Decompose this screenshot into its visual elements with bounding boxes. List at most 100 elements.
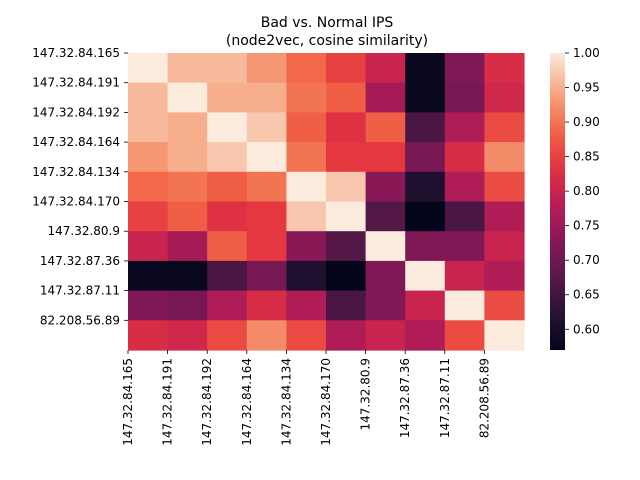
heatmap-cell bbox=[246, 231, 287, 262]
heatmap-cell bbox=[286, 53, 327, 84]
colorbar-tick-label: 0.80 bbox=[573, 184, 600, 198]
heatmap-cell bbox=[484, 171, 525, 203]
column-tick-label: 147.32.84.170 bbox=[319, 358, 333, 446]
row-tick-label: 147.32.84.191 bbox=[32, 76, 120, 90]
row-tick-label: 147.32.84.192 bbox=[32, 105, 120, 119]
chart-subtitle: (node2vec, cosine similarity) bbox=[226, 33, 428, 49]
heatmap-cell bbox=[484, 53, 525, 84]
heatmap-cell bbox=[326, 171, 367, 203]
heatmap-cell bbox=[365, 112, 406, 143]
colorbar-tick-label: 1.00 bbox=[573, 46, 600, 60]
heatmap-cell bbox=[405, 320, 446, 351]
heatmap-cell bbox=[405, 82, 446, 113]
heatmap-cell bbox=[484, 320, 525, 351]
heatmap-cell bbox=[365, 290, 406, 321]
chart-title: Bad vs. Normal IPS bbox=[261, 15, 394, 31]
heatmap-cell bbox=[326, 290, 367, 321]
heatmap-cell bbox=[326, 112, 367, 143]
heatmap-cell bbox=[246, 290, 287, 321]
colorbar: 0.60 0.65 0.70 0.75 0.80 0.85 0.90 0.95 1.00 bbox=[550, 46, 600, 350]
heatmap-cell bbox=[444, 231, 485, 262]
row-tick-label: 147.32.87.36 bbox=[40, 254, 120, 268]
heatmap-cell bbox=[444, 53, 485, 84]
heatmap-cell bbox=[246, 142, 287, 173]
column-tick-labels: 147.32.84.165 147.32.84.191 147.32.84.192 1… bbox=[121, 350, 491, 446]
heatmap-cell bbox=[365, 82, 406, 113]
heatmap-cell bbox=[405, 290, 446, 321]
heatmap-cell bbox=[405, 201, 446, 232]
heatmap-cell bbox=[444, 290, 485, 321]
heatmap-cell bbox=[365, 53, 406, 84]
heatmap-cell bbox=[128, 142, 169, 173]
heatmap-cell bbox=[128, 53, 169, 84]
row-tick-labels: 147.32.84.165 147.32.84.191 147.32.84.192 1… bbox=[32, 46, 128, 327]
row-tick-label: 82.208.56.89 bbox=[40, 313, 120, 327]
heatmap-cell bbox=[167, 53, 208, 84]
column-tick-label: 147.32.80.9 bbox=[359, 358, 373, 431]
column-tick-label: 147.32.84.164 bbox=[240, 358, 254, 446]
heatmap-cell bbox=[444, 320, 485, 351]
heatmap-cell bbox=[286, 260, 327, 292]
heatmap-cell bbox=[326, 260, 367, 292]
heatmap-cell bbox=[167, 231, 208, 262]
heatmap-cell bbox=[286, 82, 327, 113]
heatmap-cell bbox=[246, 320, 287, 351]
colorbar-tick-label: 0.70 bbox=[573, 253, 600, 267]
heatmap-cell bbox=[444, 82, 485, 113]
heatmap-cell bbox=[286, 201, 327, 232]
heatmap-cell bbox=[246, 260, 287, 292]
heatmap-cell bbox=[286, 112, 327, 143]
heatmap-cell bbox=[405, 171, 446, 203]
heatmap-cell bbox=[326, 53, 367, 84]
heatmap-cell bbox=[405, 231, 446, 262]
heatmap-cell bbox=[326, 231, 367, 262]
heatmap-cell bbox=[405, 260, 446, 292]
heatmap-cell bbox=[444, 171, 485, 203]
column-tick-label: 147.32.84.191 bbox=[161, 358, 175, 446]
heatmap-cell bbox=[167, 82, 208, 113]
heatmap-cell bbox=[444, 260, 485, 292]
heatmap-cell bbox=[444, 142, 485, 173]
heatmap-cell bbox=[128, 201, 169, 232]
row-tick-label: 147.32.87.11 bbox=[40, 284, 120, 298]
row-tick-label: 147.32.84.170 bbox=[32, 195, 120, 209]
row-tick-label: 147.32.84.164 bbox=[32, 135, 120, 149]
heatmap-cell bbox=[246, 82, 287, 113]
heatmap-cell bbox=[484, 142, 525, 173]
heatmap-cell bbox=[484, 82, 525, 113]
row-tick-label: 147.32.84.165 bbox=[32, 46, 120, 60]
heatmap-cell bbox=[128, 320, 169, 351]
heatmap-cell bbox=[167, 171, 208, 203]
heatmap-cell bbox=[167, 142, 208, 173]
heatmap-cell bbox=[246, 171, 287, 203]
heatmap-cell bbox=[207, 82, 248, 113]
heatmap-cell bbox=[128, 290, 169, 321]
heatmap-cell bbox=[286, 320, 327, 351]
heatmap-cell bbox=[286, 142, 327, 173]
row-tick-label: 147.32.80.9 bbox=[47, 224, 120, 238]
heatmap-cell bbox=[207, 142, 248, 173]
heatmap-cell bbox=[167, 112, 208, 143]
heatmap-cell bbox=[246, 201, 287, 232]
heatmap-cell bbox=[405, 142, 446, 173]
colorbar-tick-label: 0.95 bbox=[573, 81, 600, 95]
heatmap-cell bbox=[167, 201, 208, 232]
heatmap-cell bbox=[207, 290, 248, 321]
heatmap-cell bbox=[444, 201, 485, 232]
heatmap-cell bbox=[365, 260, 406, 292]
heatmap-cell bbox=[167, 260, 208, 292]
heatmap-cell bbox=[484, 201, 525, 232]
heatmap-cell bbox=[365, 201, 406, 232]
heatmap-cell bbox=[405, 53, 446, 84]
heatmap-cell bbox=[246, 53, 287, 84]
colorbar-tick-label: 0.75 bbox=[573, 219, 600, 233]
heatmap-cell bbox=[246, 112, 287, 143]
colorbar-gradient bbox=[550, 53, 565, 350]
heatmap-cell bbox=[207, 201, 248, 232]
colorbar-tick-label: 0.65 bbox=[573, 288, 600, 302]
colorbar-tick-label: 0.60 bbox=[573, 322, 600, 336]
heatmap-cell bbox=[326, 82, 367, 113]
column-tick-label: 82.208.56.89 bbox=[477, 358, 491, 438]
heatmap-cell bbox=[128, 260, 169, 292]
heatmap-cell bbox=[128, 112, 169, 143]
